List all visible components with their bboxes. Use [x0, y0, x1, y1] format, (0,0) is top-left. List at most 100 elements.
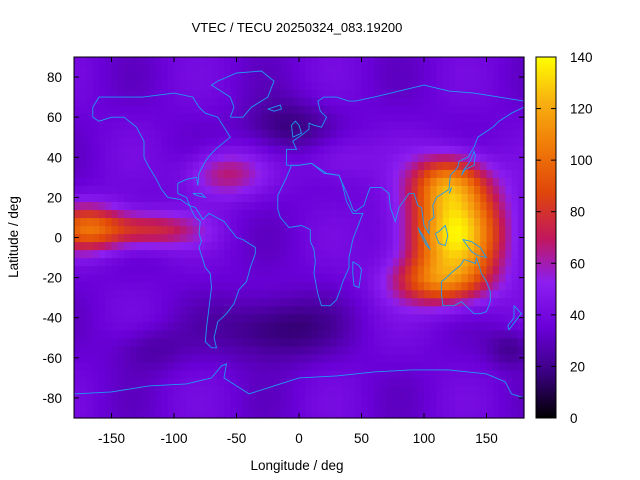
- heatmap-cell: [486, 361, 494, 371]
- heatmap-cell: [430, 233, 438, 243]
- heatmap-cell: [142, 369, 150, 379]
- heatmap-cell: [142, 305, 150, 315]
- heatmap-cell: [417, 345, 425, 355]
- heatmap-cell: [467, 233, 475, 243]
- heatmap-cell: [111, 129, 119, 138]
- heatmap-cell: [199, 377, 206, 387]
- heatmap-cell: [374, 73, 381, 82]
- heatmap-cell: [117, 137, 125, 146]
- heatmap-cell: [261, 401, 269, 411]
- heatmap-cell: [467, 193, 475, 202]
- heatmap-cell: [261, 209, 269, 219]
- heatmap-cell: [392, 81, 400, 90]
- heatmap-cell: [249, 361, 256, 371]
- heatmap-cell: [230, 129, 238, 138]
- heatmap-cell: [367, 161, 375, 170]
- heatmap-cell: [474, 145, 481, 154]
- heatmap-cell: [261, 329, 269, 339]
- heatmap-cell: [511, 225, 519, 235]
- heatmap-cell: [367, 169, 375, 178]
- heatmap-cell: [217, 281, 225, 291]
- heatmap-cell: [399, 273, 406, 283]
- heatmap-cell: [149, 337, 156, 347]
- heatmap-cell: [349, 137, 356, 146]
- heatmap-cell: [199, 329, 206, 339]
- heatmap-cell: [186, 89, 194, 98]
- heatmap-cell: [317, 345, 325, 355]
- heatmap-cell: [242, 241, 250, 251]
- heatmap-cell: [324, 345, 331, 355]
- heatmap-cell: [211, 201, 219, 211]
- heatmap-cell: [111, 161, 119, 170]
- heatmap-cell: [92, 241, 100, 251]
- heatmap-cell: [342, 177, 350, 186]
- heatmap-cell: [392, 57, 400, 66]
- heatmap-cell: [292, 137, 300, 146]
- heatmap-cell: [267, 233, 275, 243]
- heatmap-cell: [361, 249, 369, 259]
- heatmap-cell: [286, 113, 294, 122]
- heatmap-cell: [474, 345, 481, 355]
- heatmap-cell: [311, 57, 319, 66]
- heatmap-cell: [324, 321, 331, 331]
- heatmap-cell: [199, 217, 206, 227]
- heatmap-cell: [430, 361, 438, 371]
- heatmap-cell: [292, 297, 300, 307]
- heatmap-cell: [374, 353, 381, 363]
- heatmap-cell: [142, 361, 150, 371]
- heatmap-cell: [305, 105, 313, 114]
- heatmap-cell: [480, 321, 488, 331]
- heatmap-cell: [330, 209, 338, 219]
- heatmap-cell: [436, 57, 444, 66]
- heatmap-cell: [336, 57, 344, 66]
- heatmap-cell: [436, 385, 444, 395]
- heatmap-cell: [280, 137, 288, 146]
- heatmap-cell: [117, 185, 125, 194]
- heatmap-cell: [142, 377, 150, 387]
- heatmap-cell: [467, 313, 475, 323]
- heatmap-cell: [130, 369, 138, 379]
- heatmap-cell: [280, 105, 288, 114]
- heatmap-cell: [505, 329, 513, 339]
- heatmap-cell: [105, 73, 113, 82]
- heatmap-cell: [342, 193, 350, 202]
- heatmap-cell: [305, 65, 313, 74]
- heatmap-cell: [424, 201, 431, 211]
- heatmap-cell: [311, 337, 319, 347]
- heatmap-cell: [411, 233, 419, 243]
- heatmap-cell: [224, 97, 231, 106]
- heatmap-cell: [92, 185, 100, 194]
- heatmap-cell: [274, 281, 281, 291]
- heatmap-cell: [124, 361, 131, 371]
- heatmap-cell: [342, 281, 350, 291]
- heatmap-cell: [99, 369, 106, 379]
- heatmap-cell: [86, 361, 94, 371]
- coastline: [192, 192, 207, 199]
- heatmap-cell: [467, 161, 475, 170]
- heatmap-cell: [311, 321, 319, 331]
- heatmap-cell: [199, 105, 206, 114]
- heatmap-cell: [249, 217, 256, 227]
- heatmap-cell: [399, 257, 406, 267]
- heatmap-cell: [455, 145, 463, 154]
- heatmap-cell: [149, 73, 156, 82]
- heatmap-cell: [474, 201, 481, 211]
- heatmap-cell: [117, 89, 125, 98]
- heatmap-cell: [92, 57, 100, 66]
- heatmap-cell: [224, 113, 231, 122]
- heatmap-cell: [149, 193, 156, 202]
- heatmap-cell: [461, 305, 469, 315]
- heatmap-cell: [242, 273, 250, 283]
- heatmap-cell: [492, 121, 500, 130]
- heatmap-cell: [474, 377, 481, 387]
- heatmap-cell: [74, 121, 81, 130]
- heatmap-cell: [192, 217, 200, 227]
- heatmap-cell: [424, 177, 431, 186]
- heatmap-cell: [311, 113, 319, 122]
- heatmap-cell: [161, 177, 169, 186]
- heatmap-cell: [180, 289, 188, 299]
- heatmap-cell: [286, 385, 294, 395]
- heatmap-cell: [430, 201, 438, 211]
- heatmap-cell: [430, 337, 438, 347]
- heatmap-cell: [242, 409, 250, 419]
